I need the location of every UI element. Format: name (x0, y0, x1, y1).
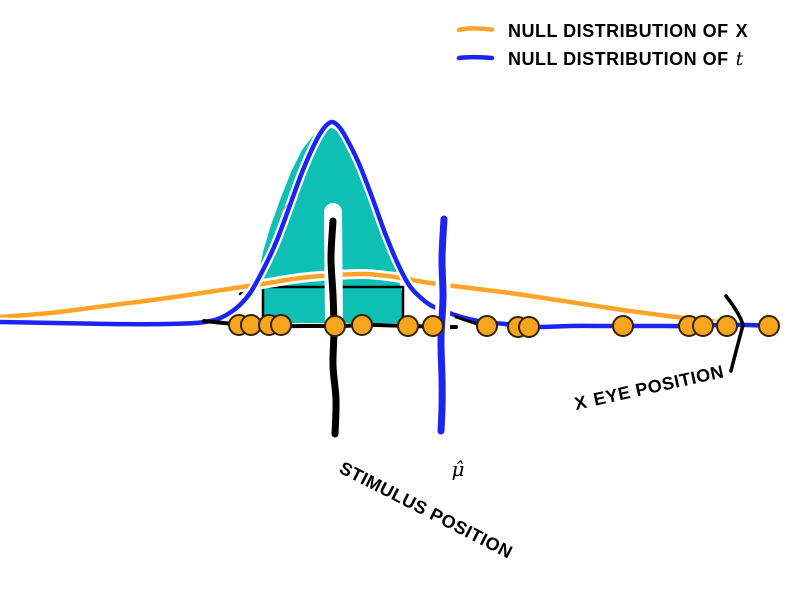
drawing-layer (0, 117, 780, 446)
eye-position-dot (476, 315, 498, 337)
stimulus-position-label: STIMULUS POSITION (336, 458, 516, 563)
mu-hat-line (437, 215, 448, 435)
eye-position-dot (397, 315, 419, 337)
eye-position-dot (351, 314, 373, 336)
eye-position-dot (422, 315, 444, 337)
eye-position-dot (612, 315, 634, 337)
eye-position-dot (270, 314, 292, 336)
eye-position-dot (324, 315, 346, 337)
stray-mark (277, 204, 288, 217)
eye-pointer-mark (724, 294, 745, 373)
legend: NULL DISTRIBUTION OF X NULL DISTRIBUTION … (456, 21, 748, 70)
stray-mark (454, 315, 482, 327)
eye-position-label: X EYE POSITION (573, 361, 726, 414)
eye-position-dot (716, 315, 738, 337)
eye-position-dot (758, 315, 780, 337)
legend-swatch-t (456, 54, 495, 61)
legend-swatch-x (456, 26, 495, 33)
t-null-curve (0, 119, 776, 330)
eye-position-dot (518, 316, 540, 338)
x-null-curve (0, 271, 745, 328)
mu-hat-label: μ̂ (452, 457, 465, 481)
legend-label-null-distribution-of-x: NULL DISTRIBUTION OF X (508, 21, 748, 41)
eye-position-dot (692, 315, 714, 337)
legend-label-null-distribution-of-t: NULL DISTRIBUTION OF t (508, 48, 744, 70)
